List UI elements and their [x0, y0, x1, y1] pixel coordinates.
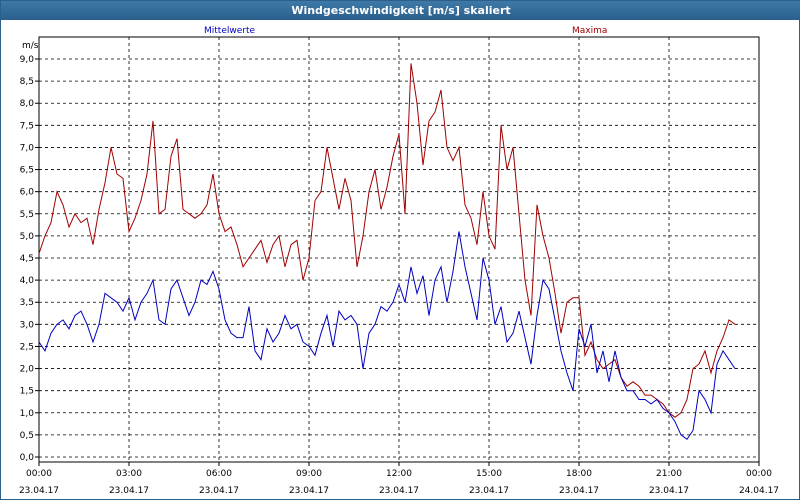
series-line-mittelwerte	[38, 231, 736, 441]
y-tick-label: 5,0	[20, 232, 35, 242]
x-tick-time-label: 03:00	[116, 469, 142, 479]
x-tick-time-label: 00:00	[26, 469, 52, 479]
y-tick-label: 4,0	[20, 276, 35, 286]
x-tick-time-label: 12:00	[386, 469, 412, 479]
chart-series	[38, 63, 736, 441]
x-tick-date-label: 23.04.17	[649, 486, 689, 496]
y-tick-label: 3,5	[20, 298, 34, 308]
y-tick-label: 6,0	[20, 188, 35, 198]
y-axis-unit-label: m/s	[22, 41, 39, 51]
x-tick-date-label: 23.04.17	[109, 486, 149, 496]
y-tick-label: 4,5	[20, 254, 34, 264]
y-tick-label: 2,5	[20, 342, 34, 352]
y-tick-label: 3,0	[20, 320, 35, 330]
x-tick-time-label: 18:00	[566, 469, 592, 479]
y-tick-labels: 0,0 0,5 1,0 1,5 2,0 2,5 3,0 3,5 4,0 4,5 5,0 5,5 6,0 6…	[20, 55, 35, 463]
x-tick-time-label: 00:00	[746, 469, 772, 479]
y-tick-label: 7,0	[20, 143, 35, 153]
x-tick-time-label: 06:00	[206, 469, 232, 479]
chart-grid	[35, 36, 760, 466]
x-tick-time-label: 21:00	[656, 469, 682, 479]
y-tick-label: 1,5	[20, 387, 34, 397]
y-tick-label: 2,0	[20, 365, 35, 375]
y-tick-label: 0,0	[20, 453, 35, 463]
y-tick-label: 1,0	[20, 409, 35, 419]
y-tick-label: 0,5	[20, 431, 34, 441]
y-tick-label: 5,5	[20, 210, 34, 220]
window-title: Windgeschwindigkeit [m/s] skaliert	[1, 1, 800, 20]
x-tick-date-label: 23.04.17	[379, 486, 419, 496]
x-tick-date-label: 24.04.17	[739, 486, 779, 496]
legend-mittelwerte: Mittelwerte	[204, 26, 255, 36]
x-tick-labels: 00:00 23.04.17 03:00 23.04.17 06:00 23.04.17 0…	[19, 469, 779, 496]
y-tick-label: 6,5	[20, 166, 34, 176]
y-tick-label: 8,0	[20, 99, 35, 109]
y-tick-label: 8,5	[20, 77, 34, 87]
y-tick-label: 7,5	[20, 121, 34, 131]
x-tick-time-label: 15:00	[476, 469, 502, 479]
x-tick-date-label: 23.04.17	[19, 486, 59, 496]
x-tick-time-label: 09:00	[296, 469, 322, 479]
legend-maxima: Maxima	[572, 26, 607, 36]
x-tick-date-label: 23.04.17	[289, 486, 329, 496]
x-tick-date-label: 23.04.17	[469, 486, 509, 496]
series-line-maxima	[38, 63, 736, 418]
x-tick-date-label: 23.04.17	[199, 486, 239, 496]
x-tick-date-label: 23.04.17	[559, 486, 599, 496]
y-tick-label: 9,0	[20, 55, 35, 65]
